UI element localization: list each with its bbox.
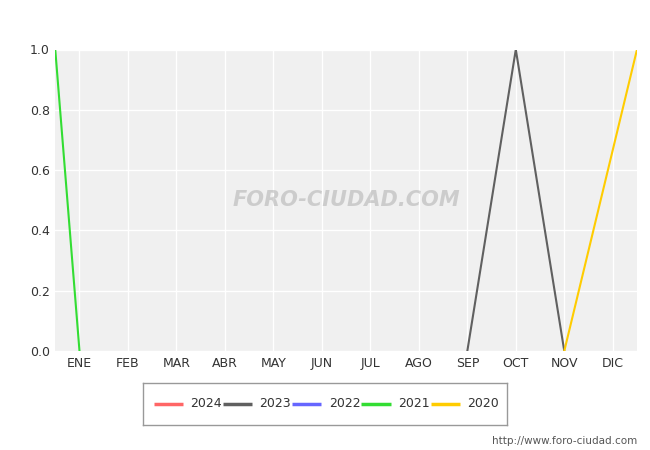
Text: 2024: 2024	[190, 397, 222, 410]
Text: 2020: 2020	[467, 397, 499, 410]
Text: http://www.foro-ciudad.com: http://www.foro-ciudad.com	[492, 436, 637, 446]
Text: 2022: 2022	[329, 397, 360, 410]
Text: Matriculaciones de Vehiculos en Villagalijo: Matriculaciones de Vehiculos en Villagal…	[134, 14, 516, 33]
Text: 2021: 2021	[398, 397, 430, 410]
Text: 2023: 2023	[259, 397, 291, 410]
Text: FORO-CIUDAD.COM: FORO-CIUDAD.COM	[232, 190, 460, 210]
